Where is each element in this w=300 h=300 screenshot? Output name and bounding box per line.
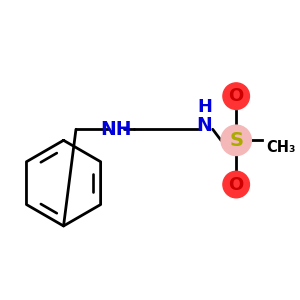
Text: CH₃: CH₃ — [267, 140, 296, 155]
Circle shape — [223, 83, 249, 110]
Text: O: O — [229, 176, 244, 194]
Circle shape — [221, 125, 251, 155]
Text: NH: NH — [100, 120, 132, 139]
Text: O: O — [229, 87, 244, 105]
Text: N: N — [196, 116, 212, 135]
Text: S: S — [229, 131, 243, 150]
Circle shape — [223, 171, 249, 198]
Text: H: H — [197, 98, 212, 116]
